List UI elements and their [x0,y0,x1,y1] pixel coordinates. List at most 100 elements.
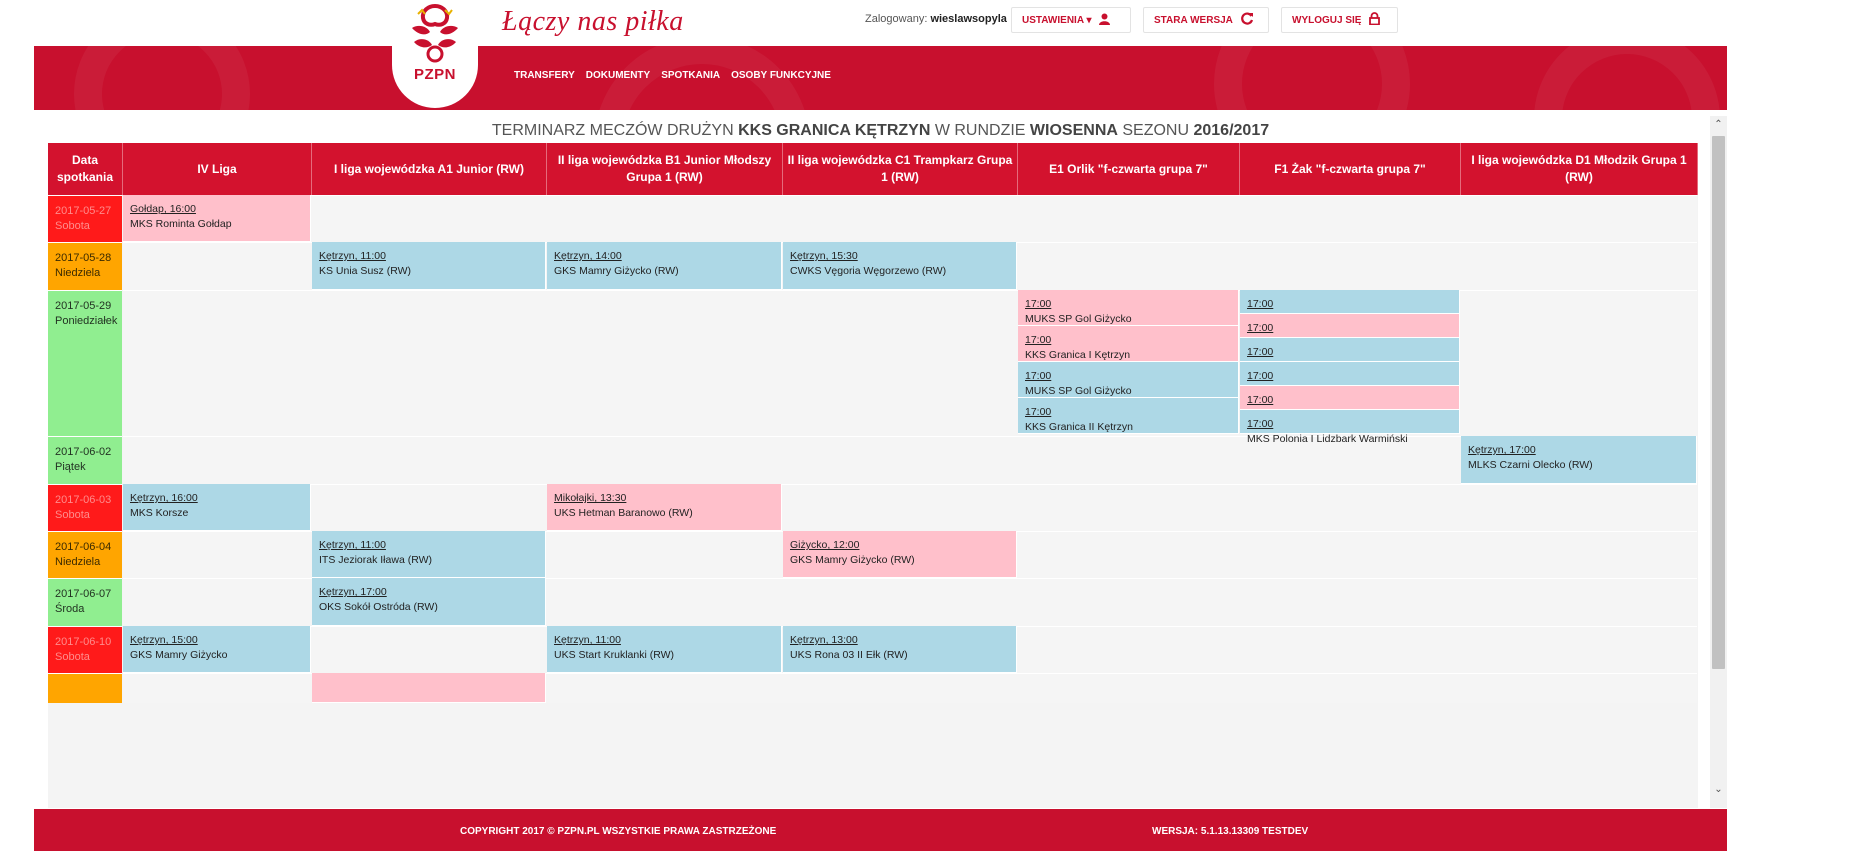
nav-transfers[interactable]: TRANSFERY [514,70,575,81]
scroll-up-icon[interactable]: ⌃ [1714,119,1723,130]
match-time-link[interactable]: Kętrzyn, 14:00 [554,250,622,262]
match-cell[interactable]: Kętrzyn, 17:00 OKS Sokół Ostróda (RW) [312,578,546,626]
match-cell[interactable]: Kętrzyn, 11:00 KS Unia Susz (RW) [312,242,546,290]
match-time-link[interactable]: Kętrzyn, 16:00 [130,492,198,504]
opponent-team: CWKS Vęgoria Węgorzewo (RW) [790,265,947,277]
match-cell[interactable]: Kętrzyn, 11:00 ITS Jeziorak Iława (RW) [312,531,546,578]
match-cell[interactable]: Giżycko, 12:00 GKS Mamry Giżycko (RW) [783,531,1017,578]
match-cell[interactable]: Mikołajki, 13:30 UKS Hetman Baranowo (RW) [547,484,782,531]
match-time-link[interactable]: Mikołajki, 13:30 [554,492,627,504]
footer-version: WERSJA: 5.1.13.13309 TESTDEV [1152,826,1309,837]
match-time-link[interactable]: Kętrzyn, 17:00 [1468,444,1536,456]
match-weekday: Sobota [55,220,90,232]
date-cell: 2017-05-28 Niedziela [48,242,122,290]
main-menu: TRANSFERY DOKUMENTY SPOTKANIA OSOBY FUNK… [514,70,831,81]
match-date: 2017-06-02 [55,446,112,458]
column-header: II liga wojewódzka B1 Junior Młodszy Gru… [547,143,783,195]
nav-documents[interactable]: DOKUMENTY [585,70,651,81]
logged-label: Zalogowany: [865,13,928,25]
opponent-team: MUKS SP Gol Giżycko [1025,385,1132,397]
scroll-down-icon[interactable]: ⌄ [1714,784,1723,795]
match-date: 2017-05-29 [55,300,112,312]
match-cell[interactable]: Kętrzyn, 11:00 UKS Start Kruklanki (RW) [547,626,782,673]
match-time-link[interactable]: Kętrzyn, 15:00 [130,634,198,646]
opponent-team: KKS Granica I Kętrzyn [1025,349,1131,361]
opponent-team: GKS Mamry Giżycko (RW) [790,554,915,566]
match-time-link[interactable]: Kętrzyn, 11:00 [554,634,621,646]
scrollbar-thumb[interactable] [1712,136,1725,669]
pzpn-logo[interactable]: PZPN [392,0,478,108]
slogan: Łączy nas piłka [502,6,684,37]
match-time-link[interactable]: 17:00 [1025,370,1052,382]
match-time-link[interactable]: 17:00 [1247,298,1274,310]
nav-matches[interactable]: SPOTKANIA [661,70,721,81]
match-cell[interactable]: Kętrzyn, 15:00 GKS Mamry Giżycko [123,626,311,673]
table-row [123,195,1697,242]
match-cell[interactable]: Gołdap, 16:00 MKS Rominta Gołdap [123,195,311,242]
table-row [123,436,1697,484]
match-time-link[interactable]: 17:00 [1025,334,1052,346]
match-date: 2017-06-03 [55,494,112,506]
match-cell[interactable]: 17:00 MKS Polonia I Lidzbark Warmiński [1240,410,1460,445]
match-time-link[interactable]: 17:00 [1247,370,1274,382]
match-time-link[interactable]: Kętrzyn, 13:00 [790,634,858,646]
opponent-team: MKS Polonia I Lidzbark Warmiński [1247,433,1408,445]
match-cell[interactable]: Kętrzyn, 17:00 MLKS Czarni Olecko (RW) [1461,436,1697,484]
date-cell: 2017-05-27 Sobota [48,195,122,242]
opponent-team: MUKS SP Gol Giżycko [1025,313,1132,325]
match-time-link[interactable]: 17:00 [1247,322,1274,334]
opponent-team: UKS Start Kruklanki (RW) [554,649,674,661]
match-time-link[interactable]: 17:00 [1025,298,1052,310]
opponent-team: KKS Granica II Kętrzyn [1025,421,1133,433]
match-date: 2017-06-10 [55,636,112,648]
match-time-link[interactable]: 17:00 [1025,406,1052,418]
refresh-icon [1241,12,1254,28]
match-time-link[interactable]: 17:00 [1247,346,1274,358]
match-cell[interactable]: 17:00 MUKS SP Gol Giżycko [1018,290,1239,326]
match-cell[interactable]: Kętrzyn, 15:30 CWKS Vęgoria Węgorzewo (RW… [783,242,1017,290]
column-header: I liga wojewódzka D1 Młodzik Grupa 1 (RW… [1461,143,1698,195]
old-version-button[interactable]: STARA WERSJA [1143,7,1269,33]
match-cell[interactable]: 17:00 KKS Granica I Kętrzyn [1018,326,1239,362]
logout-button[interactable]: WYLOGUJ SIĘ [1281,7,1398,33]
match-weekday: Niedziela [55,556,101,568]
settings-button[interactable]: USTAWIENIA ▾ [1011,7,1131,33]
logged-user-info: Zalogowany: wieslawsopyla [865,13,1007,25]
eagle-logo-icon [412,3,458,63]
match-time-link[interactable]: 17:00 [1247,418,1274,430]
column-header: I liga wojewódzka A1 Junior (RW) [312,143,547,195]
match-cell[interactable]: 17:00 KKS Granica II Kętrzyn [1018,398,1239,434]
column-header: E1 Orlik "f-czwarta grupa 7" [1018,143,1240,195]
match-time-link[interactable]: Kętrzyn, 15:30 [790,250,858,262]
match-cell[interactable]: 17:00 MUKS SP Gol Giżycko [1018,362,1239,398]
match-cell[interactable]: Kętrzyn, 16:00 MKS Korsze [123,484,311,531]
match-cell[interactable] [312,673,546,703]
match-date: 2017-05-27 [55,205,112,217]
logo-text: PZPN [413,66,456,83]
match-time-link[interactable]: Giżycko, 12:00 [790,539,860,551]
opponent-team: MKS Korsze [130,507,189,519]
match-date: 2017-05-28 [55,252,112,264]
match-time-link[interactable]: Kętrzyn, 17:00 [319,586,387,598]
nav-bar [34,46,1727,110]
opponent-team: MLKS Czarni Olecko (RW) [1468,459,1593,471]
match-cell[interactable]: Kętrzyn, 13:00 UKS Rona 03 II Ełk (RW) [783,626,1017,673]
date-cell: 2017-06-04 Niedziela [48,531,122,578]
match-time-link[interactable]: Kętrzyn, 11:00 [319,250,386,262]
match-time-link[interactable]: Gołdap, 16:00 [130,203,196,215]
column-header: F1 Żak "f-czwarta grupa 7" [1240,143,1461,195]
match-time-link[interactable]: 17:00 [1247,394,1274,406]
nav-officials[interactable]: OSOBY FUNKCYJNE [731,70,831,81]
opponent-team: KS Unia Susz (RW) [319,265,411,277]
match-date: 2017-06-04 [55,541,112,553]
table-row [123,290,1697,436]
title-part: SEZONU [1117,122,1194,139]
column-header: IV Liga [123,143,312,195]
match-cell[interactable]: Kętrzyn, 14:00 GKS Mamry Giżycko (RW) [547,242,782,290]
match-time-link[interactable]: Kętrzyn, 11:00 [319,539,386,551]
